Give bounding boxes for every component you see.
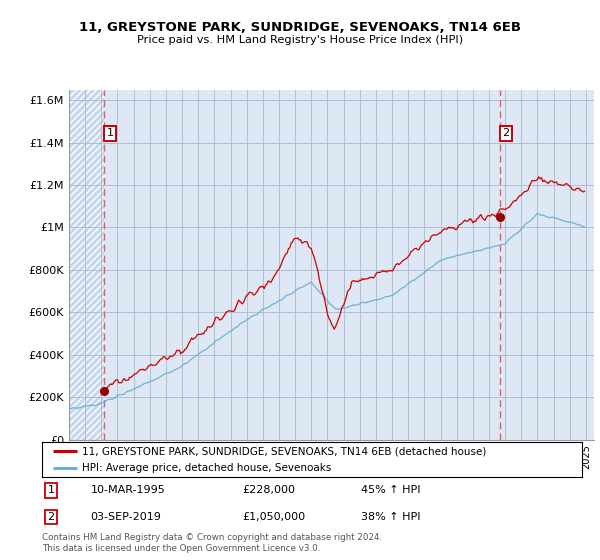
Text: 03-SEP-2019: 03-SEP-2019 [91,512,161,522]
Text: 11, GREYSTONE PARK, SUNDRIDGE, SEVENOAKS, TN14 6EB: 11, GREYSTONE PARK, SUNDRIDGE, SEVENOAKS… [79,21,521,34]
Text: £1,050,000: £1,050,000 [242,512,305,522]
Text: 2: 2 [502,128,509,138]
Text: 11, GREYSTONE PARK, SUNDRIDGE, SEVENOAKS, TN14 6EB (detached house): 11, GREYSTONE PARK, SUNDRIDGE, SEVENOAKS… [83,446,487,456]
Text: 10-MAR-1995: 10-MAR-1995 [91,486,166,496]
Bar [69,90,104,440]
Text: Price paid vs. HM Land Registry's House Price Index (HPI): Price paid vs. HM Land Registry's House … [137,35,463,45]
Text: Contains HM Land Registry data © Crown copyright and database right 2024.
This d: Contains HM Land Registry data © Crown c… [42,533,382,553]
Text: 38% ↑ HPI: 38% ↑ HPI [361,512,420,522]
Text: HPI: Average price, detached house, Sevenoaks: HPI: Average price, detached house, Seve… [83,463,332,473]
Text: 1: 1 [47,486,55,496]
Text: 2: 2 [47,512,55,522]
Text: 1: 1 [107,128,114,138]
Text: 45% ↑ HPI: 45% ↑ HPI [361,486,420,496]
Text: £228,000: £228,000 [242,486,295,496]
